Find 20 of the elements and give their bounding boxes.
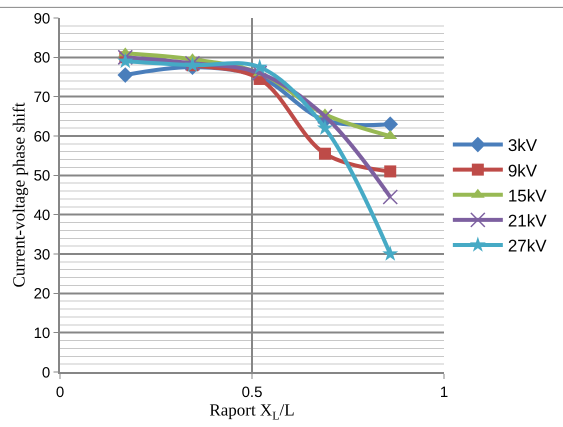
legend-label: 15kV bbox=[508, 186, 548, 206]
y-tick-label: 80 bbox=[34, 50, 50, 67]
y-tick-label: 40 bbox=[34, 206, 50, 224]
y-tick-label: 10 bbox=[34, 324, 50, 342]
legend-label: 21kV bbox=[508, 211, 548, 230]
y-tick-label: 0 bbox=[42, 364, 50, 382]
x-tick-label: 0 bbox=[56, 384, 64, 401]
legend-label: 3kV bbox=[508, 136, 538, 156]
x-tick-label: 1 bbox=[440, 384, 448, 401]
y-tick-label: 30 bbox=[34, 246, 50, 264]
y-tick-label: 20 bbox=[34, 286, 50, 303]
y-tick-label: 60 bbox=[34, 128, 50, 146]
legend-label: 9kV bbox=[508, 161, 538, 180]
y-tick-label: 70 bbox=[34, 88, 50, 106]
y-axis-title: Current-voltage phase shift bbox=[10, 102, 29, 288]
x-tick-label: 0.5 bbox=[242, 384, 262, 401]
x-axis-title: Raport X$_{L}$/L bbox=[209, 400, 295, 422]
legend-label: 27kV bbox=[508, 236, 548, 256]
y-tick-label: 50 bbox=[34, 168, 50, 185]
y-tick-label: 90 bbox=[34, 10, 50, 28]
